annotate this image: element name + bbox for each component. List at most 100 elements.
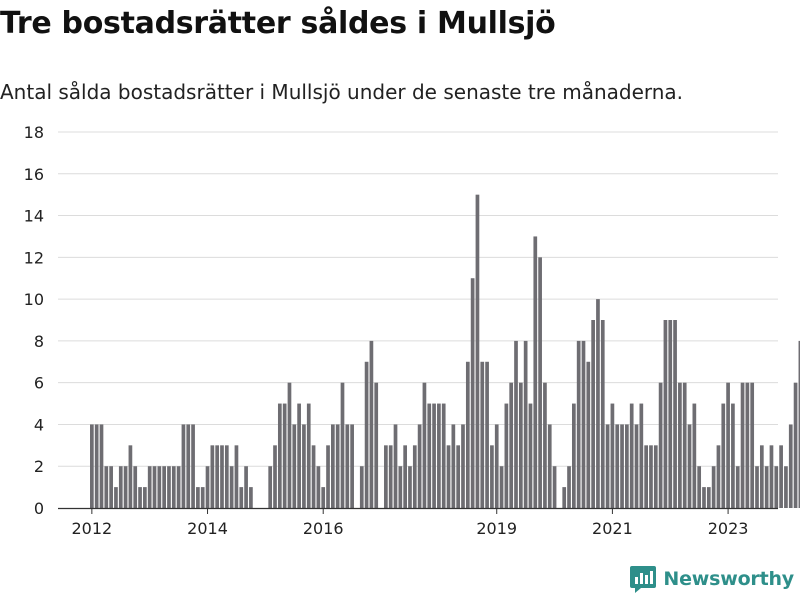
bar (678, 382, 682, 508)
bar (779, 445, 783, 508)
bar (147, 466, 152, 508)
bar (167, 466, 171, 508)
bar (731, 403, 735, 508)
bar (369, 340, 374, 508)
bar (200, 487, 205, 508)
bar (359, 466, 364, 508)
bar (138, 487, 142, 508)
bar (412, 445, 417, 508)
bar (143, 487, 147, 508)
bar (639, 403, 644, 508)
bar (774, 466, 779, 508)
bar (239, 487, 244, 508)
bar (629, 403, 634, 508)
bar (769, 445, 774, 508)
bar (745, 382, 750, 508)
bar (181, 424, 186, 508)
bar (152, 466, 157, 508)
bar (755, 466, 759, 508)
bar (451, 424, 456, 508)
bar (586, 361, 591, 508)
bar (229, 466, 234, 508)
y-tick-label: 18 (24, 123, 44, 142)
bar (326, 445, 330, 508)
bar (610, 403, 615, 508)
bar (470, 278, 475, 508)
bar (620, 424, 624, 508)
bar (441, 403, 446, 508)
bar (374, 382, 379, 508)
bar (220, 445, 224, 508)
bar (282, 403, 287, 508)
bar (504, 403, 509, 508)
x-tick-label: 2016 (303, 519, 344, 538)
bar (726, 382, 730, 508)
bar (461, 424, 465, 508)
bar (509, 382, 514, 508)
bar (90, 424, 94, 508)
bar (649, 445, 653, 508)
bar (417, 424, 422, 508)
bar (292, 424, 297, 508)
bar (764, 466, 769, 508)
bar (94, 424, 99, 508)
bar (345, 424, 350, 508)
bar (552, 466, 557, 508)
bar (244, 466, 248, 508)
bar (302, 424, 306, 508)
bar (682, 382, 687, 508)
bar-chart: 0246810121416183201220142016201920212023… (24, 123, 800, 538)
bar (673, 320, 677, 508)
bar (567, 466, 571, 508)
bar (224, 445, 229, 508)
bar (432, 403, 436, 508)
bar (663, 320, 668, 508)
x-tick-label: 2012 (71, 519, 112, 538)
brand-name: Newsworthy (663, 568, 794, 590)
bar (581, 340, 586, 508)
bar (446, 445, 451, 508)
bar (335, 424, 340, 508)
bar (562, 487, 567, 508)
bar (533, 236, 538, 508)
bar (133, 466, 138, 508)
bar (465, 361, 470, 508)
bar (514, 340, 518, 508)
y-tick-label: 0 (34, 499, 44, 518)
bar (350, 424, 354, 508)
bar (576, 340, 581, 508)
bar (653, 445, 658, 508)
bar (104, 466, 109, 508)
bar (784, 466, 788, 508)
bar (788, 424, 793, 508)
bar (316, 466, 321, 508)
bar (528, 403, 533, 508)
x-tick-label: 2014 (187, 519, 228, 538)
y-tick-label: 10 (24, 290, 44, 309)
bar (398, 466, 403, 508)
bar (518, 382, 523, 508)
bar (408, 466, 412, 508)
bar (186, 424, 191, 508)
bar (605, 424, 610, 508)
chart-title: Tre bostadsrätter såldes i Mullsjö (0, 6, 556, 41)
bar (384, 445, 388, 508)
bar (490, 445, 494, 508)
bar (658, 382, 663, 508)
bar (287, 382, 292, 508)
bar (692, 403, 697, 508)
bar (523, 340, 528, 508)
bar (205, 466, 210, 508)
y-tick-label: 16 (24, 165, 44, 184)
bar (615, 424, 620, 508)
bar (123, 466, 128, 508)
newsworthy-logo-icon (630, 566, 657, 593)
bar (798, 340, 800, 508)
bar (176, 466, 181, 508)
chart-subtitle: Antal sålda bostadsrätter i Mullsjö unde… (0, 80, 684, 104)
bar (572, 403, 576, 508)
bar (118, 466, 123, 508)
bar (499, 466, 504, 508)
x-tick-label: 2023 (708, 519, 749, 538)
bar (311, 445, 316, 508)
